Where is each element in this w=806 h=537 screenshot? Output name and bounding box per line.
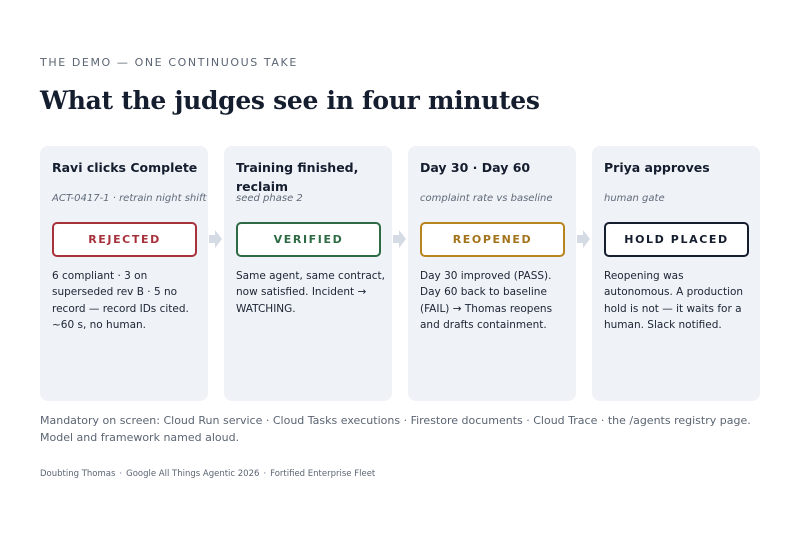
status-badge-hold-placed: HOLD PLACED	[604, 222, 749, 257]
footer-item-event: Google All Things Agentic 2026	[126, 469, 260, 479]
step-subtitle: ACT-0417-1 · retrain night shift	[52, 193, 207, 204]
arrow-right-icon	[577, 230, 590, 248]
eyebrow-label: THE DEMO — ONE CONTINUOUS TAKE	[40, 56, 298, 69]
step-subtitle: human gate	[604, 193, 665, 204]
step-card-day30-day60: Day 30 · Day 60 complaint rate vs baseli…	[408, 146, 576, 401]
demo-steps: Ravi clicks Complete ACT-0417-1 · retrai…	[40, 146, 760, 401]
step-title: Ravi clicks Complete	[52, 160, 198, 175]
page-title: What the judges see in four minutes	[40, 86, 540, 115]
arrow-right-icon	[393, 230, 406, 248]
footer-separator: ·	[119, 469, 123, 479]
step-subtitle: seed phase 2	[236, 193, 303, 204]
footer-item-track: Fortified Enterprise Fleet	[270, 469, 376, 479]
status-badge-rejected: REJECTED	[52, 222, 197, 257]
step-description: Day 30 improved (PASS). Day 60 back to b…	[420, 270, 553, 331]
step-card-ravi-complete: Ravi clicks Complete ACT-0417-1 · retrai…	[40, 146, 208, 401]
mandatory-note: Mandatory on screen: Cloud Run service ·…	[40, 414, 751, 444]
step-title: Day 30 · Day 60	[420, 160, 531, 175]
step-subtitle: complaint rate vs baseline	[420, 193, 553, 204]
step-description: 6 compliant · 3 on superseded rev B · 5 …	[52, 270, 189, 331]
footer-item-project: Doubting Thomas	[40, 469, 116, 479]
footer-separator: ·	[263, 469, 267, 479]
step-description: Same agent, same contract, now satisfied…	[236, 270, 386, 315]
status-badge-verified: VERIFIED	[236, 222, 381, 257]
step-title: Priya approves	[604, 160, 710, 175]
arrow-right-icon	[209, 230, 222, 248]
step-title: Training finished, reclaim	[236, 160, 359, 194]
status-badge-reopened: REOPENED	[420, 222, 565, 257]
footer: Doubting Thomas · Google All Things Agenti…	[40, 469, 375, 479]
step-card-training-finished: Training finished, reclaim seed phase 2 …	[224, 146, 392, 401]
step-description: Reopening was autonomous. A production h…	[604, 270, 744, 331]
step-card-priya-approves: Priya approves human gate HOLD PLACED Re…	[592, 146, 760, 401]
